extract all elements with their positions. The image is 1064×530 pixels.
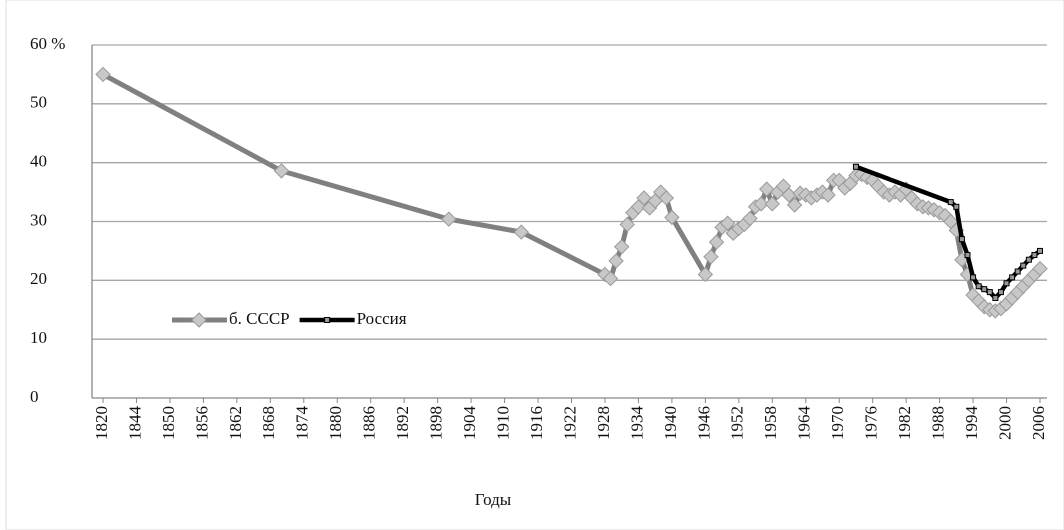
x-tick-label: 1850 [159,406,178,440]
marker [1031,252,1038,259]
x-tick-label: 1928 [594,406,613,440]
marker [1020,262,1027,269]
x-tick-label: 1886 [360,406,379,440]
x-tick-label: 1934 [627,406,646,441]
x-tick-label: 1862 [226,406,245,440]
x-tick-label: 2006 [1029,406,1048,440]
marker [997,289,1004,296]
y-tick-label: 10 [30,328,47,347]
x-tick-label: 1994 [962,406,981,441]
marker [708,234,725,250]
marker [958,236,965,243]
x-tick-label: 1970 [828,406,847,440]
marker [970,274,977,281]
marker [1003,280,1010,287]
x-tick-label: 1958 [761,406,780,440]
y-tick-label: 20 [30,269,47,288]
x-tick-label: 1922 [560,406,579,440]
y-tick-label: 50 [30,93,47,112]
marker [786,197,803,213]
marker [1009,274,1016,281]
marker [602,270,619,287]
marker [608,253,624,269]
marker [986,289,993,296]
y-tick-label: 30 [30,210,47,229]
marker [742,210,758,227]
marker [658,190,675,206]
marker [1025,256,1032,263]
x-tick-label: 1910 [493,406,512,440]
marker [613,239,630,255]
x-tick-label: 1916 [527,406,546,440]
x-tick-label: 1844 [125,406,144,441]
x-tick-label: 1880 [326,406,345,440]
marker [953,203,960,210]
marker [753,196,769,212]
x-tick-label: 1976 [862,406,881,440]
marker [992,294,999,301]
marker [764,196,780,212]
x-tick-label: 1868 [259,406,278,440]
marker [697,266,714,283]
legend-marker [191,312,207,328]
marker [981,286,988,293]
marker [513,224,530,240]
x-tick-label: 1946 [694,406,713,440]
marker [759,181,775,197]
x-tick-label: 1874 [293,406,312,441]
marker [1014,268,1021,275]
marker [619,216,635,233]
marker [947,199,954,206]
marker [273,163,290,179]
y-tick-label: 0 [30,387,39,406]
x-tick-label: 1892 [393,406,412,440]
marker [852,163,859,170]
x-tick-label: 1856 [192,406,211,440]
y-tick-label: 40 [30,152,47,171]
marker [664,209,680,226]
marker [975,283,982,290]
legend-marker [324,317,331,323]
x-tick-label: 1940 [661,406,680,440]
marker [703,249,719,265]
legend-label: Россия [357,309,407,328]
x-tick-label: 1964 [795,406,814,441]
marker [719,215,736,231]
marker [1037,247,1043,254]
x-tick-label: 1952 [728,406,747,440]
marker [441,211,457,227]
x-axis-label: Годы [475,490,512,509]
marker [1032,260,1048,277]
legend-label: б. СССР [229,309,290,328]
marker [636,190,652,206]
chart-frame [5,0,1064,530]
x-tick-label: 1988 [929,406,948,440]
x-tick-label: 1904 [460,406,479,441]
y-tick-label: 60 % [30,34,65,53]
x-tick-label: 1820 [92,406,111,440]
marker [95,66,111,83]
marker [820,187,836,203]
x-tick-label: 1982 [895,406,914,440]
x-tick-label: 1898 [427,406,446,440]
x-tick-label: 2000 [995,406,1014,440]
marker [964,252,971,259]
